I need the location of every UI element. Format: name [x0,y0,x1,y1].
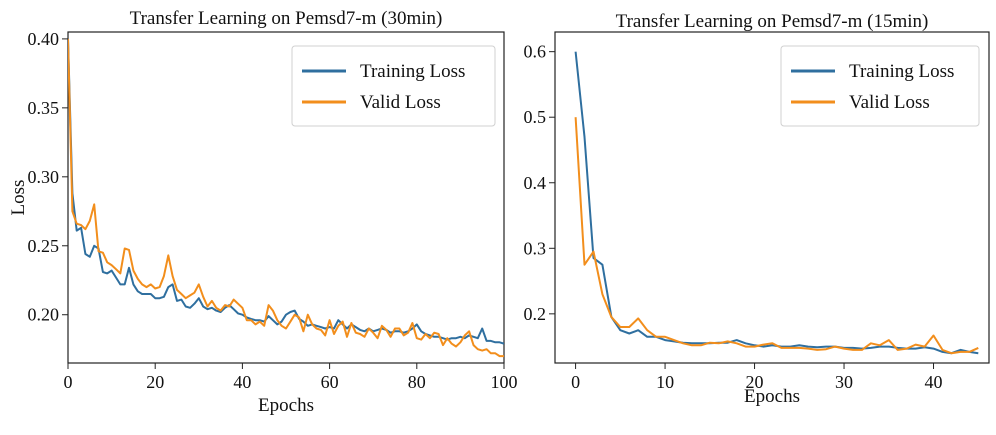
x-tick-label: 20 [746,372,764,392]
y-tick-label: 0.2 [524,304,547,324]
legend-label: Training Loss [849,61,954,82]
x-axis-label: Epochs [258,395,314,416]
y-tick-label: 0.20 [28,305,60,325]
series-line-valid-loss [574,117,979,355]
chart-panel-15min: Transfer Learning on Pemsd7-m (15min) 0 10… [524,11,990,407]
x-tick-label: 80 [408,372,426,392]
x-tick-label: 100 [491,372,518,392]
x-tick-label: 40 [925,372,943,392]
legend-box [780,45,980,127]
series-line-valid-loss [68,38,504,358]
y-tick-label: 0.25 [28,236,60,256]
y-tick-label: 0.6 [524,42,547,62]
x-tick-label: 0 [64,372,73,392]
y-tick-label: 0.30 [28,167,60,187]
legend-box [291,45,496,127]
x-tick-label: 30 [835,372,853,392]
x-tick-label: 0 [571,372,580,392]
chart-title: Transfer Learning on Pemsd7-m (30min) [130,8,443,29]
x-tick-label: 10 [656,372,674,392]
x-tick-label: 40 [233,372,251,392]
chart-panel-30min: Transfer Learning on Pemsd7-m (30min) 0 20… [8,8,518,416]
plot-frame [554,31,990,364]
legend: Training Loss Valid Loss [291,45,496,127]
x-axis-label: Epochs [744,386,800,407]
y-tick-label: 0.5 [524,107,547,127]
y-tick-label: 0.35 [28,98,60,118]
legend-label: Valid Loss [849,92,930,113]
y-tick-label: 0.4 [524,173,547,193]
legend-label: Training Loss [360,61,465,82]
y-axis-label: Loss [8,180,29,216]
chart-title: Transfer Learning on Pemsd7-m (15min) [616,11,929,32]
plot-frame [67,31,505,364]
x-tick-label: 60 [321,372,339,392]
y-tick-label: 0.40 [28,29,60,49]
legend-label: Valid Loss [360,92,441,113]
x-tick-label: 20 [146,372,164,392]
legend: Training Loss Valid Loss [780,45,980,127]
y-tick-label: 0.3 [524,238,547,258]
